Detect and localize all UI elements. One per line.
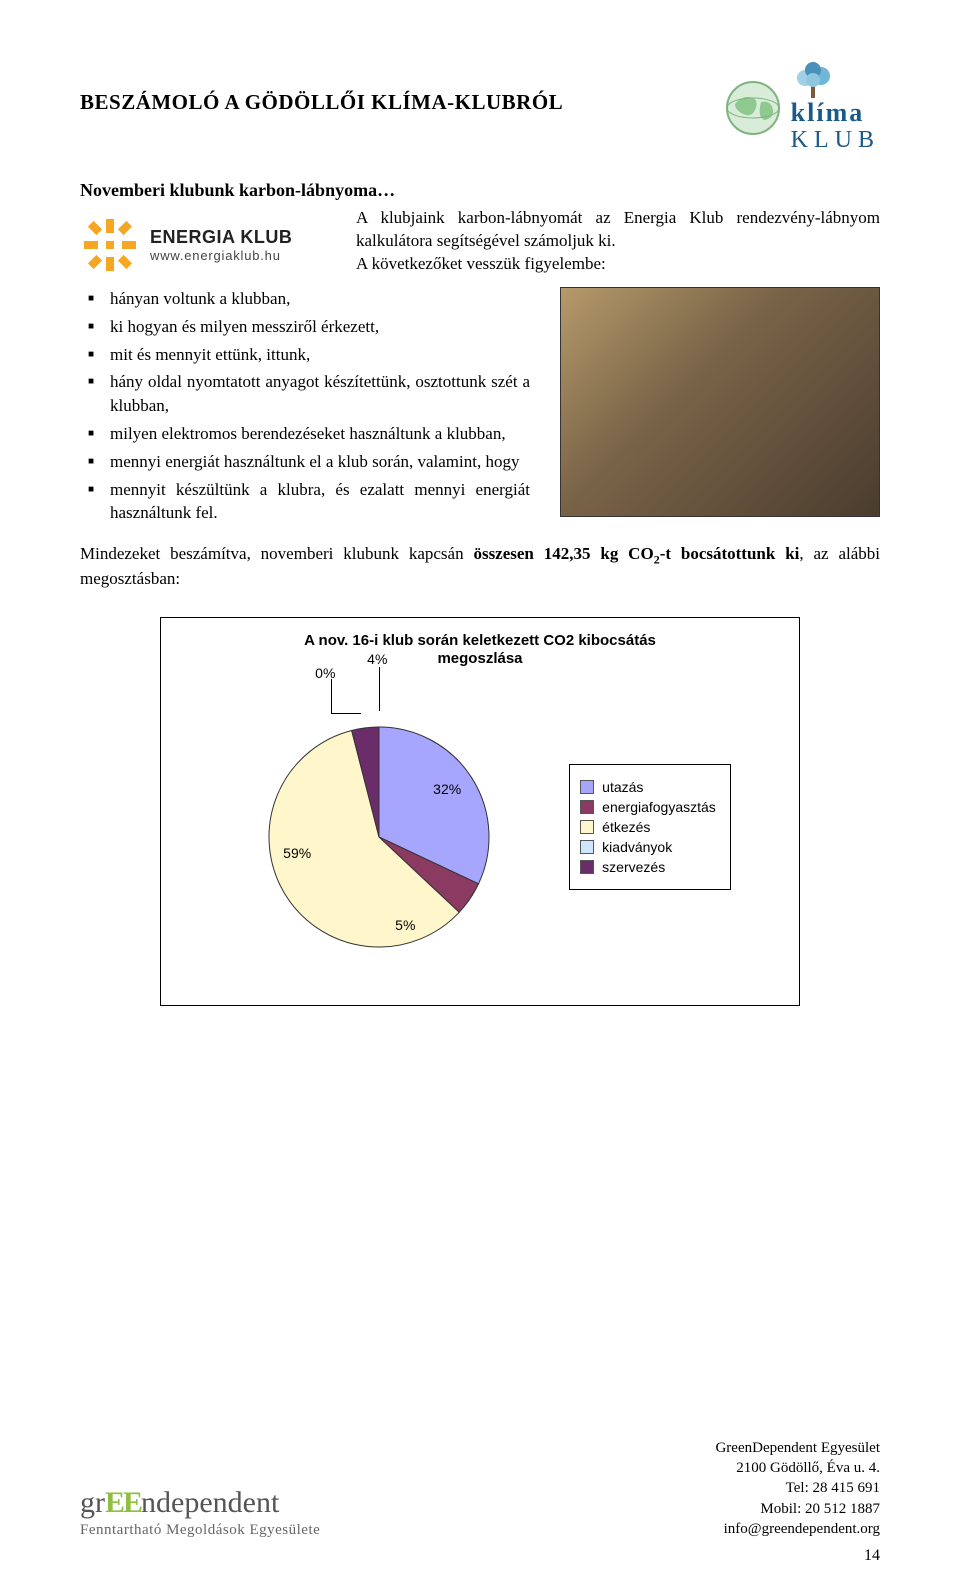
contact-line: GreenDependent Egyesület bbox=[715, 1438, 880, 1458]
klima-klub-logo: klíma KLUB bbox=[721, 60, 880, 152]
ek-logo-name: ENERGIA KLUB bbox=[150, 227, 292, 248]
tree-icon bbox=[791, 60, 835, 100]
legend-swatch bbox=[580, 840, 594, 854]
gd-logo-text: grEEndependent bbox=[80, 1486, 320, 1520]
chart-title-line2: megoszlása bbox=[437, 650, 522, 667]
pie-chart-frame: A nov. 16-i klub során keletkezett CO2 k… bbox=[160, 617, 800, 1007]
bullet-list: hányan voltunk a klubban, ki hogyan és mi… bbox=[80, 287, 530, 525]
legend-label: utazás bbox=[602, 779, 643, 795]
legend-label: energiafogyasztás bbox=[602, 799, 716, 815]
pct-label-0: 0% bbox=[315, 665, 335, 681]
header-row: BESZÁMOLÓ A GÖDÖLLŐI KLÍMA-KLUBRÓL klíma… bbox=[80, 60, 880, 152]
document-title: BESZÁMOLÓ A GÖDÖLLŐI KLÍMA-KLUBRÓL bbox=[80, 60, 563, 115]
contact-line: info@greendependent.org bbox=[715, 1519, 880, 1539]
sun-icon bbox=[80, 215, 140, 275]
page-number: 14 bbox=[864, 1547, 880, 1565]
pie-chart bbox=[229, 677, 529, 977]
globe-icon bbox=[721, 74, 785, 138]
leader-line bbox=[331, 713, 361, 714]
contact-block: GreenDependent Egyesület 2100 Gödöllő, É… bbox=[715, 1438, 880, 1539]
legend-label: szervezés bbox=[602, 859, 665, 875]
pct-label-5: 5% bbox=[395, 917, 415, 933]
pct-label-32: 32% bbox=[433, 781, 461, 797]
legend-label: étkezés bbox=[602, 819, 650, 835]
legend-row-energiafogyasztas: energiafogyasztás bbox=[580, 799, 716, 815]
section-subtitle: Novemberi klubunk karbon-lábnyoma… bbox=[80, 180, 880, 201]
chart-title-line1: A nov. 16-i klub során keletkezett CO2 k… bbox=[304, 632, 656, 649]
legend-label: kiadványok bbox=[602, 839, 672, 855]
bullet-item: mennyit készültünk a klubra, és ezalatt … bbox=[110, 478, 530, 526]
legend-row-utazas: utazás bbox=[580, 779, 716, 795]
bullet-item: mit és mennyit ettünk, ittunk, bbox=[110, 343, 530, 367]
summary-paragraph: Mindezeket beszámítva, novemberi klubunk… bbox=[80, 543, 880, 591]
bullets-and-photo: hányan voltunk a klubban, ki hogyan és mi… bbox=[80, 287, 880, 529]
legend-swatch bbox=[580, 820, 594, 834]
greendependent-logo: grEEndependent Fenntartható Megoldások E… bbox=[80, 1486, 320, 1539]
legend-swatch bbox=[580, 780, 594, 794]
pct-label-4: 4% bbox=[367, 651, 387, 667]
footer-row: grEEndependent Fenntartható Megoldások E… bbox=[80, 1438, 880, 1539]
chart-title: A nov. 16-i klub során keletkezett CO2 k… bbox=[179, 632, 781, 670]
summary-pre: Mindezeket beszámítva, novemberi klubunk… bbox=[80, 544, 473, 563]
contact-line: 2100 Gödöllő, Éva u. 4. bbox=[715, 1458, 880, 1478]
meeting-photo bbox=[560, 287, 880, 517]
ek-logo-url: www.energiaklub.hu bbox=[150, 248, 292, 263]
legend-swatch bbox=[580, 860, 594, 874]
leader-line bbox=[331, 679, 332, 713]
summary-bold-a: összesen 142,35 kg CO bbox=[473, 544, 653, 563]
summary-bold-b: -t bocsátottunk ki bbox=[660, 544, 800, 563]
gd-logo-subtitle: Fenntartható Megoldások Egyesülete bbox=[80, 1522, 320, 1539]
bullet-item: hányan voltunk a klubban, bbox=[110, 287, 530, 311]
bullet-item: ki hogyan és milyen messziről érkezett, bbox=[110, 315, 530, 339]
klima-brand-bottom: KLUB bbox=[791, 128, 880, 152]
chart-legend: utazás energiafogyasztás étkezés kiadványok… bbox=[569, 764, 731, 890]
bullet-item: hány oldal nyomtatott anyagot készítettü… bbox=[110, 370, 530, 418]
intro-block: ENERGIA KLUB www.energiaklub.hu A klubja… bbox=[80, 207, 880, 276]
klima-brand-top: klíma bbox=[791, 100, 865, 126]
contact-line: Mobil: 20 512 1887 bbox=[715, 1499, 880, 1519]
energia-klub-logo: ENERGIA KLUB www.energiaklub.hu bbox=[80, 207, 340, 283]
bullet-item: milyen elektromos berendezéseket használ… bbox=[110, 422, 530, 446]
legend-row-etkezes: étkezés bbox=[580, 819, 716, 835]
legend-row-kiadvanyok: kiadványok bbox=[580, 839, 716, 855]
legend-swatch bbox=[580, 800, 594, 814]
pie-wrap: 32% 5% 59% 0% 4% bbox=[229, 677, 529, 977]
leader-line bbox=[379, 667, 380, 711]
bullet-item: mennyi energiát használtunk el a klub so… bbox=[110, 450, 530, 474]
pct-label-59: 59% bbox=[283, 845, 311, 861]
contact-line: Tel: 28 415 691 bbox=[715, 1478, 880, 1498]
legend-row-szervezes: szervezés bbox=[580, 859, 716, 875]
